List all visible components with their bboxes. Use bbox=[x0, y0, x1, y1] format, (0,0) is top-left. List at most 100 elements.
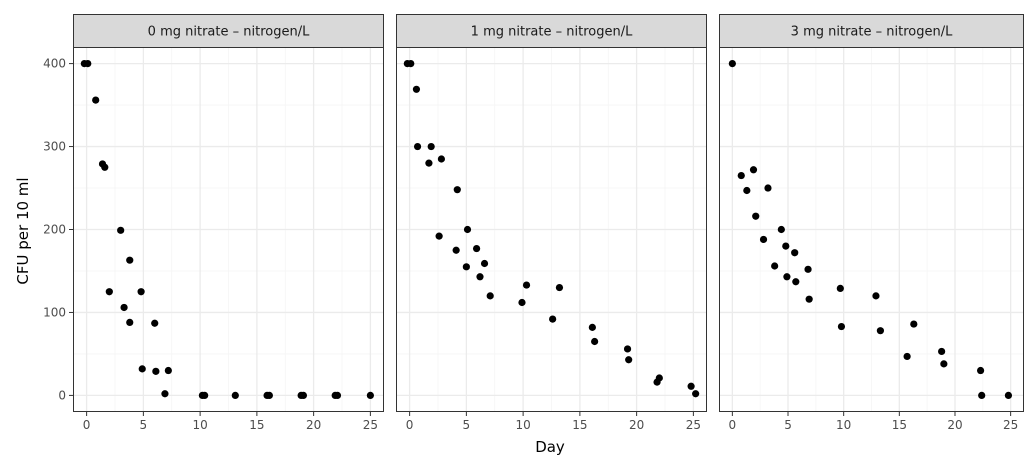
data-points bbox=[80, 59, 374, 400]
data-point bbox=[792, 278, 800, 286]
data-point bbox=[265, 391, 273, 400]
facet-strip bbox=[396, 14, 707, 48]
data-point bbox=[625, 356, 633, 364]
data-point bbox=[152, 367, 160, 375]
data-point bbox=[759, 235, 768, 244]
data-point bbox=[138, 365, 146, 373]
data-points bbox=[728, 59, 1013, 400]
data-point bbox=[588, 323, 596, 331]
data-point bbox=[453, 186, 461, 194]
facet-strip-label: 1 mg nitrate – nitrogen/L bbox=[471, 25, 633, 40]
data-point bbox=[782, 242, 790, 250]
y-tick-label: 200 bbox=[43, 223, 66, 237]
data-point bbox=[777, 225, 785, 234]
data-point bbox=[117, 226, 125, 234]
data-point bbox=[366, 391, 374, 400]
data-point bbox=[413, 142, 422, 151]
data-point bbox=[137, 288, 145, 296]
facet-strip-label: 0 mg nitrate – nitrogen/L bbox=[148, 25, 310, 40]
data-point bbox=[427, 142, 435, 151]
facet-panel-2: 1 mg nitrate – nitrogen/L 0 5 10 15 20 25 bbox=[396, 14, 707, 432]
data-point bbox=[743, 186, 751, 195]
x-tick-label: 25 bbox=[686, 418, 701, 432]
data-point bbox=[1004, 391, 1013, 400]
data-point bbox=[452, 246, 460, 254]
x-tick-label: 10 bbox=[836, 418, 851, 432]
data-point bbox=[623, 345, 632, 353]
data-point bbox=[84, 59, 92, 68]
data-point bbox=[804, 265, 812, 273]
x-tick-label: 5 bbox=[784, 418, 792, 432]
facet-strip-label: 3 mg nitrate – nitrogen/L bbox=[791, 25, 953, 40]
x-tick-label: 5 bbox=[463, 418, 471, 432]
facet-panel-3: 3 mg nitrate – nitrogen/L 0 5 10 15 20 25 bbox=[719, 14, 1024, 432]
data-point bbox=[910, 320, 918, 328]
data-point bbox=[940, 360, 948, 368]
data-point bbox=[151, 319, 159, 327]
data-points bbox=[403, 59, 700, 398]
data-point bbox=[126, 318, 134, 327]
data-point bbox=[555, 283, 564, 292]
data-point bbox=[407, 59, 415, 68]
data-point bbox=[836, 284, 844, 292]
data-point bbox=[805, 295, 813, 303]
data-point bbox=[903, 352, 911, 361]
y-tick-label: 100 bbox=[43, 305, 66, 319]
data-point bbox=[978, 391, 986, 400]
x-tick-label: 0 bbox=[83, 418, 91, 432]
data-point bbox=[872, 292, 880, 300]
data-point bbox=[876, 327, 885, 335]
facet-panel-1: 0 mg nitrate – nitrogen/L 0 5 10 15 20 25 0 100 2… bbox=[43, 14, 384, 432]
data-point bbox=[728, 59, 736, 68]
data-point bbox=[472, 244, 481, 253]
data-point bbox=[231, 391, 239, 400]
data-point bbox=[783, 273, 791, 281]
data-point bbox=[771, 262, 779, 270]
x-tick-label: 20 bbox=[306, 418, 321, 432]
x-tick-label: 15 bbox=[572, 418, 587, 432]
data-point bbox=[462, 263, 470, 271]
data-point bbox=[333, 391, 342, 400]
x-tick-label: 0 bbox=[406, 418, 414, 432]
y-tick-label: 300 bbox=[43, 140, 66, 154]
data-point bbox=[101, 163, 109, 171]
data-point bbox=[486, 292, 494, 300]
y-tick-label: 0 bbox=[58, 388, 66, 402]
data-point bbox=[201, 391, 209, 400]
data-point bbox=[161, 390, 169, 398]
x-tick-label: 10 bbox=[515, 418, 530, 432]
data-point bbox=[692, 390, 700, 398]
x-tick-label: 0 bbox=[729, 418, 737, 432]
x-tick-label: 25 bbox=[1003, 418, 1018, 432]
x-axis-title: Day bbox=[535, 438, 565, 456]
x-tick-label: 5 bbox=[140, 418, 148, 432]
data-point bbox=[92, 96, 100, 104]
data-point bbox=[591, 337, 599, 346]
data-point bbox=[655, 374, 663, 382]
data-point bbox=[737, 171, 745, 180]
x-tick-label: 25 bbox=[363, 418, 378, 432]
x-tick-label: 10 bbox=[192, 418, 207, 432]
data-point bbox=[164, 366, 172, 375]
data-point bbox=[687, 382, 695, 390]
data-point bbox=[749, 166, 758, 174]
x-tick-label: 15 bbox=[249, 418, 264, 432]
x-tick-label: 20 bbox=[629, 418, 644, 432]
facet-strip bbox=[719, 14, 1024, 48]
data-point bbox=[120, 303, 128, 312]
data-point bbox=[435, 232, 443, 240]
data-point bbox=[412, 85, 421, 93]
data-point bbox=[976, 366, 985, 375]
x-tick-label: 15 bbox=[892, 418, 907, 432]
data-point bbox=[938, 347, 946, 356]
y-tick-label: 400 bbox=[43, 57, 66, 71]
data-point bbox=[518, 298, 526, 307]
facet-strip bbox=[73, 14, 384, 48]
data-point bbox=[752, 212, 760, 220]
y-axis-title: CFU per 10 ml bbox=[14, 177, 32, 284]
data-point bbox=[837, 322, 846, 331]
data-point bbox=[476, 273, 484, 281]
data-point bbox=[105, 288, 113, 296]
